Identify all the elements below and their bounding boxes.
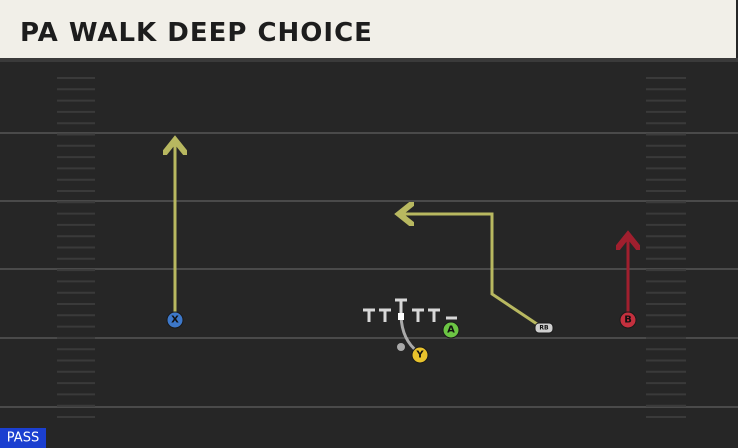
ball bbox=[398, 313, 404, 320]
yard-lines bbox=[0, 132, 738, 408]
play-type-tag bbox=[0, 428, 46, 448]
player-y bbox=[411, 346, 429, 364]
header-shadow bbox=[0, 58, 738, 62]
player-b bbox=[619, 311, 637, 329]
player-label: A bbox=[447, 325, 455, 336]
player-a bbox=[442, 321, 460, 339]
player-label: Y bbox=[415, 350, 424, 361]
hash-marks bbox=[57, 77, 686, 418]
player-x bbox=[166, 311, 184, 329]
route-rb bbox=[402, 214, 541, 328]
player-label: RB bbox=[539, 325, 549, 332]
play-type: PASS bbox=[7, 431, 39, 446]
play-title: PA WALK DEEP CHOICE bbox=[20, 18, 373, 48]
header-band bbox=[0, 0, 736, 60]
player-label: X bbox=[171, 315, 179, 326]
qb-dot bbox=[397, 343, 405, 351]
player-rb bbox=[534, 322, 554, 334]
player-label: B bbox=[624, 315, 632, 326]
offensive-line bbox=[363, 298, 457, 322]
